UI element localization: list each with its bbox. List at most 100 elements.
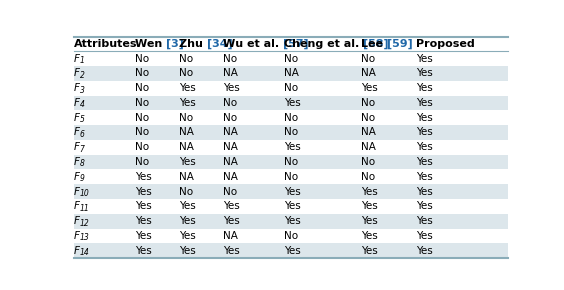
Text: Wen: Wen [135,39,166,49]
Text: Yes: Yes [416,83,433,93]
Text: Yes: Yes [361,186,378,197]
Text: No: No [284,231,298,241]
Text: Yes: Yes [361,246,378,256]
Text: Yes: Yes [135,231,152,241]
Text: Cheng et al.: Cheng et al. [284,39,363,49]
Text: No: No [223,186,237,197]
Text: Yes: Yes [361,231,378,241]
Text: Yes: Yes [223,246,239,256]
Text: [3]: [3] [166,39,184,49]
Bar [74,110,508,125]
Text: No: No [135,83,149,93]
Text: No: No [284,128,298,137]
Text: Yes: Yes [284,142,301,152]
Text: No: No [284,54,298,64]
Text: NA: NA [223,157,237,167]
Text: No: No [223,54,237,64]
Text: Yes: Yes [416,216,433,226]
Bar [74,199,508,214]
Text: 3: 3 [80,86,85,95]
Text: NA: NA [284,68,299,78]
Text: Yes: Yes [284,216,301,226]
Text: Yes: Yes [179,98,196,108]
Text: 12: 12 [80,219,89,228]
Text: No: No [361,172,375,182]
Text: Yes: Yes [223,83,239,93]
Text: F: F [73,142,80,152]
Text: Yes: Yes [416,113,433,123]
Bar [74,184,508,199]
Text: Yes: Yes [416,98,433,108]
Bar [74,214,508,229]
Text: 5: 5 [80,115,85,124]
Bar [74,66,508,81]
Text: F: F [73,128,80,137]
Text: Yes: Yes [179,157,196,167]
Text: No: No [179,186,193,197]
Text: F: F [73,231,80,241]
Text: [59]: [59] [387,39,413,49]
Text: [57]: [57] [283,39,309,49]
Text: No: No [135,113,149,123]
Text: 11: 11 [80,204,89,213]
Text: Proposed: Proposed [416,39,474,49]
Text: No: No [179,113,193,123]
Text: NA: NA [223,128,237,137]
Text: [58]: [58] [363,39,389,49]
Text: No: No [135,98,149,108]
Text: Yes: Yes [361,83,378,93]
Text: No: No [135,128,149,137]
Text: 9: 9 [80,174,85,183]
Text: Yes: Yes [416,172,433,182]
Text: 10: 10 [80,189,89,198]
Text: No: No [179,54,193,64]
Text: 1: 1 [80,56,85,65]
Text: Yes: Yes [179,216,196,226]
Bar [74,155,508,169]
Bar [74,169,508,184]
Text: Yes: Yes [416,246,433,256]
Text: Yes: Yes [135,216,152,226]
Text: Yes: Yes [284,98,301,108]
Bar [74,81,508,95]
Text: F: F [73,172,80,182]
Text: NA: NA [223,231,237,241]
Text: Yes: Yes [416,54,433,64]
Text: No: No [135,68,149,78]
Bar [74,229,508,243]
Bar [74,125,508,140]
Text: [34]: [34] [206,39,232,49]
Text: Yes: Yes [416,128,433,137]
Bar [74,140,508,155]
Text: No: No [284,83,298,93]
Text: Wu et al.: Wu et al. [223,39,283,49]
Text: F: F [73,186,80,197]
Text: Yes: Yes [416,186,433,197]
Text: Yes: Yes [284,186,301,197]
Text: F: F [73,54,80,64]
Text: Yes: Yes [361,201,378,211]
Text: No: No [179,68,193,78]
Text: No: No [361,98,375,108]
Text: 4: 4 [80,100,85,109]
Text: No: No [284,113,298,123]
Text: No: No [223,113,237,123]
Text: No: No [135,142,149,152]
Text: Yes: Yes [416,142,433,152]
Text: F: F [73,98,80,108]
Text: No: No [284,157,298,167]
Text: No: No [361,113,375,123]
Text: Yes: Yes [135,186,152,197]
Text: Yes: Yes [416,201,433,211]
Text: Yes: Yes [135,201,152,211]
Text: Yes: Yes [416,157,433,167]
Text: F: F [73,246,80,256]
Text: NA: NA [179,142,194,152]
Text: Yes: Yes [179,83,196,93]
Text: Yes: Yes [284,201,301,211]
Text: Yes: Yes [361,216,378,226]
Text: No: No [135,157,149,167]
Text: NA: NA [223,172,237,182]
Text: F: F [73,157,80,167]
Text: NA: NA [361,128,376,137]
